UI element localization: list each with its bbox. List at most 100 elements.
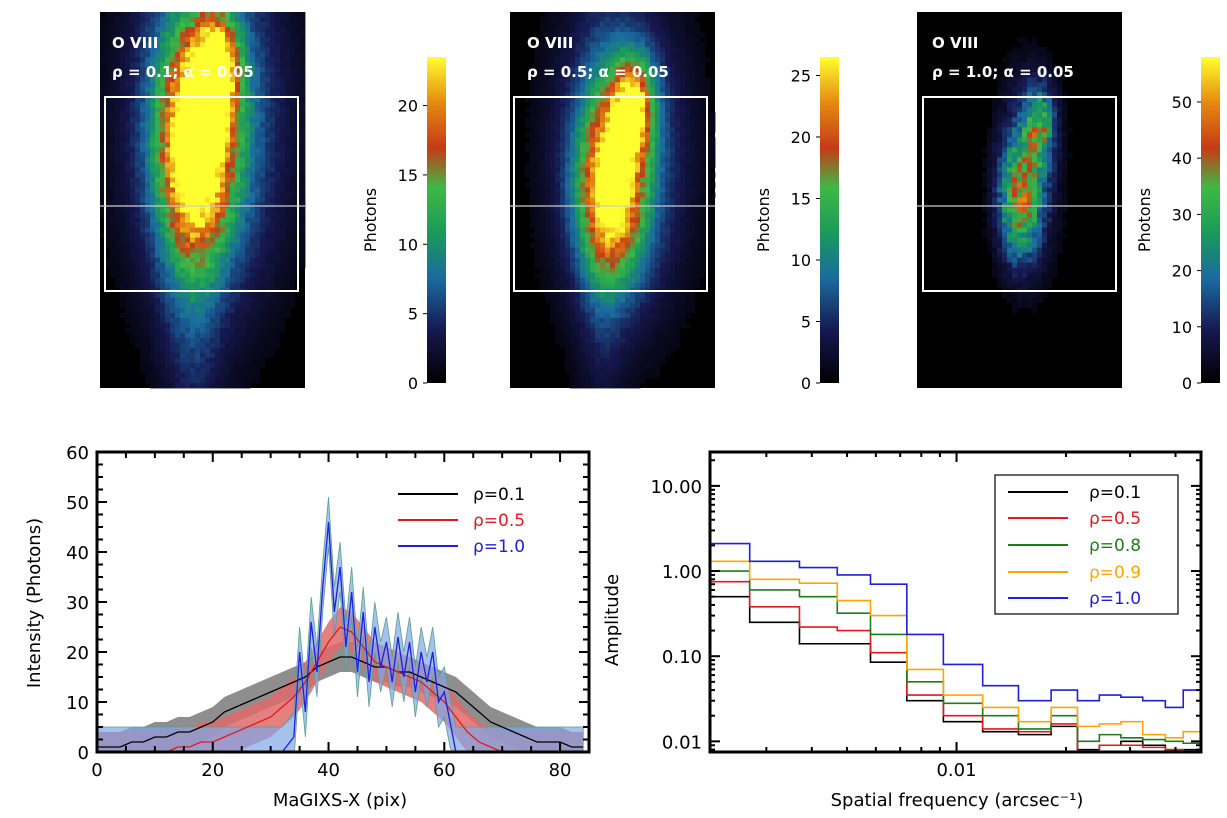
heatmap-pixel [535, 182, 541, 188]
heatmap-pixel [245, 117, 251, 123]
heatmap-pixel [270, 277, 276, 284]
heatmap-pixel [605, 87, 611, 93]
heatmap-pixel [210, 37, 216, 43]
heatmap-pixel [665, 212, 671, 218]
heatmap-pixel [175, 57, 181, 63]
heatmap-pixel [245, 97, 251, 103]
heatmap-pixel [595, 127, 601, 133]
heatmap-pixel [625, 12, 631, 18]
heatmap-pixel [250, 47, 256, 53]
heatmap-pixel [645, 127, 651, 133]
heatmap-pixel [280, 97, 286, 103]
heatmap-pixel [225, 272, 231, 279]
heatmap-pixel [200, 82, 206, 88]
heatmap-pixel [160, 247, 166, 254]
heatmap-pixel [685, 257, 691, 264]
heatmap-pixel [595, 162, 601, 168]
heatmap-pixel [165, 42, 171, 48]
heatmap-pixel [585, 102, 591, 108]
heatmap-pixel [155, 137, 161, 143]
heatmap-pixel [560, 122, 566, 128]
heatmap-pixel [280, 192, 286, 198]
heatmap-pixel [165, 332, 171, 339]
heatmap-pixel [225, 62, 231, 68]
heatmap-pixel [545, 217, 551, 223]
heatmap-pixel [245, 77, 251, 83]
heatmap-pixel [165, 247, 171, 254]
heatmap-pixel [255, 152, 261, 158]
heatmap-pixel [190, 372, 196, 379]
heatmap-pixel [115, 202, 121, 208]
heatmap-pixel [230, 317, 236, 324]
heatmap-pixel [560, 307, 566, 314]
heatmap-pixel [190, 222, 196, 228]
heatmap-pixel [575, 122, 581, 128]
heatmap-pixel [590, 32, 596, 38]
heatmap-pixel [690, 12, 696, 18]
heatmap-pixel [625, 282, 631, 289]
heatmap-pixel [270, 72, 276, 78]
heatmap-pixel [595, 27, 601, 33]
heatmap-pixel [225, 332, 231, 339]
heatmap-pixel [665, 152, 671, 158]
heatmap-pixel [530, 202, 536, 208]
heatmap-pixel [570, 42, 576, 48]
heatmap-pixel [255, 67, 261, 73]
heatmap-pixel [660, 312, 666, 319]
heatmap-pixel [625, 82, 631, 88]
heatmap-pixel [650, 142, 656, 148]
heatmap-pixel [560, 12, 566, 18]
heatmap-pixel [210, 132, 216, 138]
heatmap-pixel [590, 267, 596, 274]
heatmap-pixel [150, 102, 156, 108]
heatmap-pixel [545, 267, 551, 274]
heatmap-pixel [635, 272, 641, 279]
heatmap-pixel [655, 152, 661, 158]
heatmap-pixel [130, 327, 136, 334]
heatmap-pixel [595, 232, 601, 238]
heatmap-pixel [255, 332, 261, 339]
heatmap-pixel [590, 77, 596, 83]
heatmap-pixel [155, 177, 161, 183]
heatmap-pixel [585, 322, 591, 329]
heatmap-pixel [235, 232, 241, 238]
heatmap-pixel [255, 262, 261, 269]
heatmap-pixel [645, 262, 651, 269]
heatmap-pixel [200, 27, 206, 33]
heatmap-pixel [260, 222, 266, 228]
heatmap-pixel [560, 177, 566, 183]
heatmap-pixel [125, 97, 131, 103]
heatmap-pixel [180, 347, 186, 354]
heatmap-pixel [630, 227, 636, 233]
heatmap-pixel [210, 187, 216, 193]
heatmap-pixel [195, 337, 201, 344]
heatmap-pixel [525, 97, 531, 103]
heatmap-pixel [605, 212, 611, 218]
heatmap-pixel [140, 337, 146, 344]
heatmap-pixel [130, 202, 136, 208]
heatmap-pixel [195, 362, 201, 369]
heatmap-pixel [550, 292, 556, 299]
heatmap-pixel [590, 237, 596, 244]
heatmap-pixel [655, 312, 661, 319]
heatmap-pixel [615, 57, 621, 63]
heatmap-pixel [195, 172, 201, 178]
heatmap-pixel [550, 252, 556, 259]
heatmap-pixel [170, 67, 176, 73]
heatmap-pixel [645, 147, 651, 153]
heatmap-pixel [185, 337, 191, 344]
heatmap-pixel [565, 262, 571, 269]
heatmap-pixel [200, 297, 206, 304]
heatmap-pixel [620, 302, 626, 309]
heatmap-pixel [580, 142, 586, 148]
heatmap-pixel [555, 157, 561, 163]
heatmap-pixel [155, 317, 161, 324]
heatmap-pixel [195, 212, 201, 218]
heatmap-pixel [290, 272, 296, 279]
heatmap-pixel [145, 147, 151, 153]
heatmap-pixel [280, 237, 286, 244]
heatmap-pixel [125, 157, 131, 163]
heatmap-pixel [245, 32, 251, 38]
heatmap-pixel [615, 317, 621, 324]
heatmap-pixel [680, 127, 686, 133]
